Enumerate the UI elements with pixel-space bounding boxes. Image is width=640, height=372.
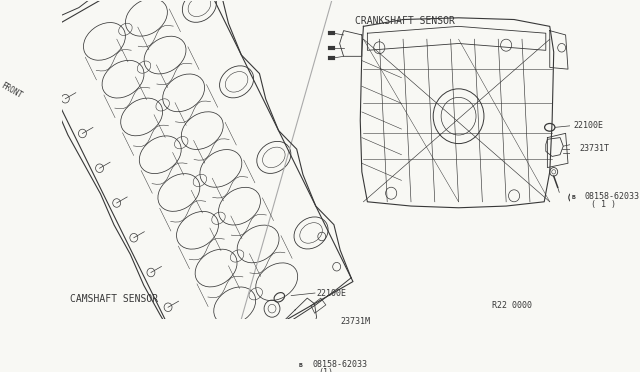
Text: 22100E: 22100E — [317, 289, 347, 298]
Text: 23731T: 23731T — [579, 144, 609, 153]
Text: B: B — [572, 195, 575, 200]
Text: CRANKSHAFT SENSOR: CRANKSHAFT SENSOR — [355, 16, 456, 26]
Text: B: B — [299, 363, 303, 368]
Text: FRONT: FRONT — [0, 81, 24, 100]
Text: (1): (1) — [318, 368, 333, 372]
Text: ( 1 ): ( 1 ) — [591, 200, 616, 209]
Text: CAMSHAFT SENSOR: CAMSHAFT SENSOR — [70, 295, 158, 304]
Text: 08158-62033: 08158-62033 — [585, 192, 639, 201]
Text: R22 0000: R22 0000 — [492, 301, 532, 311]
Text: 08158-62033: 08158-62033 — [312, 360, 367, 369]
Text: 22100E: 22100E — [573, 121, 604, 130]
Text: 23731M: 23731M — [340, 317, 371, 326]
